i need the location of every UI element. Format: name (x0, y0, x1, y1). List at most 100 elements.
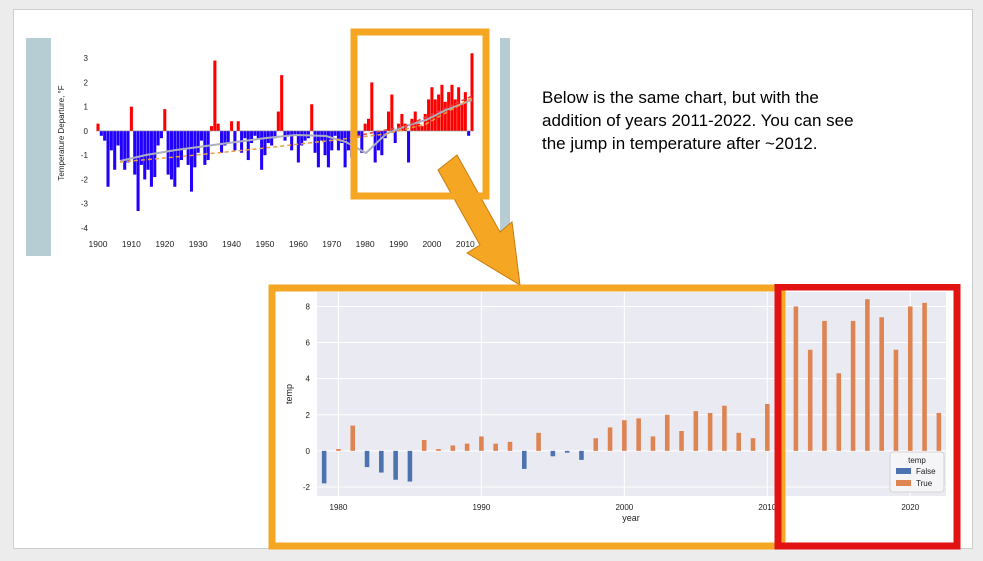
bottom-bar (607, 427, 613, 451)
top-bar (146, 130, 150, 170)
bottom-bar (807, 349, 813, 451)
top-y-tick-label: -2 (81, 175, 89, 184)
top-y-tick-label: -1 (81, 151, 89, 160)
top-bar (373, 130, 377, 163)
bottom-bar (750, 438, 756, 451)
top-bar (113, 130, 117, 170)
top-bar (236, 121, 240, 131)
top-bar (467, 130, 471, 136)
top-bar (390, 94, 394, 131)
top-bar (173, 130, 177, 187)
bottom-y-tick-label: -2 (303, 483, 311, 492)
top-bar (370, 82, 374, 131)
bottom-bar (765, 403, 770, 451)
top-x-tick-label: 2000 (422, 239, 441, 249)
top-x-tick-label: 1920 (155, 239, 174, 249)
top-bar (423, 113, 427, 131)
bottom-bar (907, 306, 913, 451)
bottom-x-tick-label: 2020 (901, 503, 919, 512)
red-highlight-box (774, 284, 961, 550)
bottom-bar (693, 411, 699, 451)
top-x-tick-label: 1900 (89, 239, 108, 249)
left-side-panel (26, 38, 51, 256)
top-bar (457, 87, 461, 131)
bottom-bar (579, 450, 584, 460)
top-bar (129, 106, 133, 131)
top-bar (210, 126, 214, 131)
legend: temp False True (889, 451, 945, 493)
top-bar (126, 130, 130, 163)
top-x-tick-label: 1960 (289, 239, 308, 249)
top-bar (199, 130, 204, 141)
top-bar (310, 104, 314, 131)
top-bar (169, 130, 173, 180)
top-bar (156, 130, 160, 146)
bottom-bar (479, 436, 484, 451)
top-bar (116, 130, 120, 146)
bottom-y-tick-label: 2 (306, 411, 311, 420)
bottom-bar (536, 432, 541, 451)
bottom-y-tick-label: 8 (306, 302, 311, 311)
top-bar (226, 130, 230, 144)
top-y-axis-label: Temperature Departure, °F (57, 85, 66, 180)
top-bar (363, 123, 367, 131)
bottom-y-tick-label: 4 (306, 375, 311, 384)
bottom-bar (836, 373, 842, 451)
legend-swatch-true (896, 480, 911, 486)
bottom-bar (636, 418, 641, 451)
bottom-bar (736, 432, 742, 451)
bottom-bar (593, 438, 599, 451)
bottom-bar (336, 449, 341, 451)
top-bar (333, 130, 337, 136)
top-bar (470, 53, 474, 131)
bottom-bar (407, 450, 413, 482)
top-y-tick-label: 3 (84, 54, 89, 63)
bottom-bar (707, 412, 713, 451)
top-bar (360, 130, 364, 153)
top-bar (407, 130, 411, 163)
top-bar (243, 130, 247, 139)
top-bar (427, 99, 431, 131)
bottom-x-tick-label: 2000 (615, 503, 633, 512)
top-bar (343, 130, 347, 168)
bottom-bar (321, 450, 327, 484)
legend-label-false: False (916, 467, 936, 476)
top-x-tick-label: 1930 (189, 239, 208, 249)
top-bar (213, 60, 217, 131)
top-bar (440, 84, 444, 131)
callout-text: Below is the same chart, but with the ad… (542, 88, 854, 153)
top-bar (220, 130, 224, 153)
top-bar (316, 130, 320, 168)
bottom-bar (450, 445, 456, 451)
top-bar (223, 130, 227, 146)
top-bar (346, 130, 350, 151)
bottom-bar (879, 317, 884, 451)
top-bar (136, 130, 140, 212)
top-bar (280, 75, 284, 131)
top-bar (230, 121, 234, 131)
top-bar (393, 130, 397, 144)
orange-highlight-box (268, 284, 786, 550)
bottom-bar (679, 431, 684, 451)
bottom-bar (865, 299, 870, 451)
top-x-tick-label: 2010 (456, 239, 475, 249)
bottom-bar (379, 450, 384, 473)
top-bar (356, 130, 360, 136)
recent-temperature-chart: -2 0 2 4 6 8 1980 1990 2000 2010 2020 temp year te… (268, 284, 961, 550)
bottom-x-axis-label: year (622, 513, 640, 523)
top-bar (133, 130, 137, 175)
top-x-tick-label: 1990 (389, 239, 408, 249)
top-x-tick-label: 1940 (222, 239, 241, 249)
top-bar (400, 113, 404, 131)
top-bar (460, 104, 464, 131)
top-bar (260, 130, 264, 170)
trend-fit-line-red (355, 95, 473, 137)
bottom-bar (622, 420, 627, 451)
top-bar (380, 130, 384, 156)
top-bar (203, 130, 207, 165)
top-y-tick-label: -4 (81, 224, 89, 233)
top-bar (413, 111, 417, 131)
top-bar (417, 123, 421, 131)
top-bar (139, 130, 143, 165)
top-y-tick-label: 2 (84, 78, 89, 87)
